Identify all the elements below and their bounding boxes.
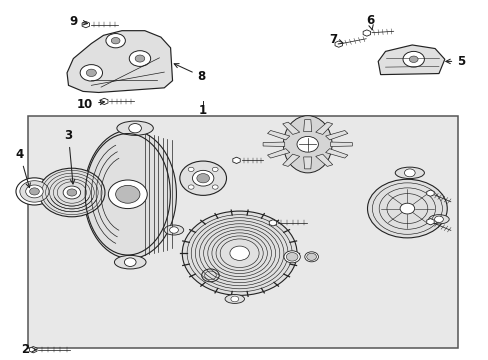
Polygon shape	[330, 142, 352, 147]
Circle shape	[135, 55, 144, 62]
Text: 1: 1	[199, 104, 207, 117]
Circle shape	[399, 203, 414, 214]
Circle shape	[212, 185, 218, 189]
Polygon shape	[67, 31, 172, 93]
Ellipse shape	[164, 225, 183, 235]
Circle shape	[229, 246, 249, 260]
Circle shape	[106, 33, 125, 48]
Polygon shape	[269, 220, 276, 226]
Ellipse shape	[428, 215, 448, 224]
Circle shape	[169, 227, 178, 233]
Circle shape	[80, 64, 102, 81]
Ellipse shape	[84, 130, 176, 258]
Text: 10: 10	[77, 98, 104, 111]
Circle shape	[367, 179, 447, 238]
Polygon shape	[29, 347, 37, 353]
Circle shape	[286, 252, 297, 261]
Circle shape	[188, 167, 194, 171]
Circle shape	[296, 136, 318, 152]
Polygon shape	[426, 219, 433, 225]
Polygon shape	[315, 154, 332, 166]
Text: 3: 3	[64, 129, 75, 184]
Polygon shape	[282, 122, 299, 134]
Circle shape	[67, 189, 77, 196]
Polygon shape	[267, 149, 289, 158]
Polygon shape	[334, 41, 342, 47]
Polygon shape	[82, 22, 89, 28]
Polygon shape	[426, 190, 433, 196]
Polygon shape	[101, 98, 108, 104]
Circle shape	[16, 178, 53, 205]
Circle shape	[128, 123, 141, 133]
Circle shape	[26, 185, 43, 198]
Circle shape	[20, 181, 49, 202]
Circle shape	[192, 170, 213, 186]
Circle shape	[188, 185, 194, 189]
Bar	[28, 116, 458, 348]
Polygon shape	[267, 130, 289, 140]
Circle shape	[111, 37, 120, 44]
Circle shape	[39, 168, 105, 217]
Polygon shape	[315, 122, 332, 134]
Circle shape	[304, 252, 318, 262]
Polygon shape	[303, 157, 311, 169]
Circle shape	[182, 211, 296, 296]
Circle shape	[108, 180, 147, 208]
Circle shape	[230, 296, 238, 302]
Circle shape	[197, 174, 209, 183]
Polygon shape	[232, 157, 240, 163]
Circle shape	[212, 167, 218, 171]
Polygon shape	[325, 149, 347, 158]
Circle shape	[284, 251, 300, 263]
Circle shape	[404, 169, 414, 177]
Text: 9: 9	[69, 14, 87, 27]
Text: 8: 8	[174, 64, 205, 83]
Text: 6: 6	[365, 14, 373, 30]
Circle shape	[408, 56, 417, 63]
Circle shape	[180, 161, 226, 195]
Circle shape	[402, 51, 424, 67]
Polygon shape	[303, 120, 311, 132]
Text: 2: 2	[20, 343, 36, 356]
Ellipse shape	[117, 121, 153, 135]
Circle shape	[306, 253, 316, 260]
Circle shape	[63, 186, 81, 199]
Polygon shape	[377, 45, 444, 75]
Ellipse shape	[114, 255, 146, 269]
Text: 4: 4	[16, 148, 30, 188]
Polygon shape	[325, 130, 347, 140]
Polygon shape	[282, 154, 299, 166]
Polygon shape	[363, 30, 370, 36]
Text: 5: 5	[445, 55, 465, 68]
Text: 7: 7	[328, 33, 343, 46]
Circle shape	[124, 258, 136, 266]
Circle shape	[86, 69, 96, 77]
Circle shape	[116, 185, 140, 203]
Ellipse shape	[224, 294, 244, 303]
Polygon shape	[263, 142, 284, 147]
Circle shape	[434, 216, 443, 222]
Circle shape	[30, 188, 39, 195]
Circle shape	[129, 51, 150, 66]
Ellipse shape	[394, 167, 424, 179]
Ellipse shape	[283, 116, 331, 173]
